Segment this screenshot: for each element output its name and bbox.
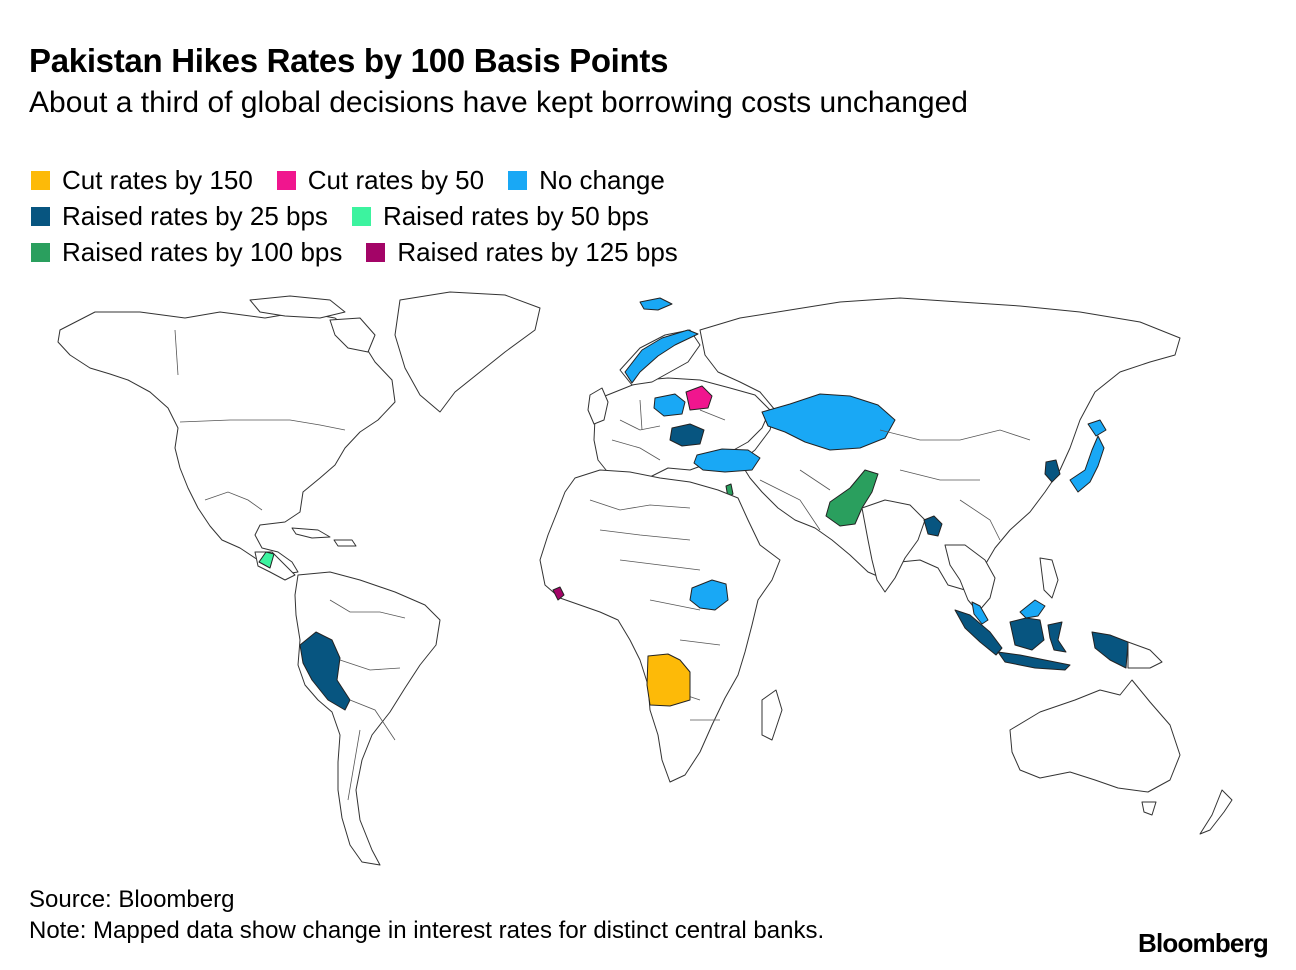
border-us-mexico	[204, 491, 263, 511]
legend-swatch-no-change	[508, 170, 528, 190]
border-alaska	[174, 329, 179, 376]
south-korea	[1044, 459, 1061, 483]
land-baffin	[329, 317, 376, 353]
world-map	[57, 291, 1233, 866]
border-canada-us	[179, 419, 346, 431]
legend: Cut rates by 150 Cut rates by 50 No chan…	[31, 162, 791, 270]
chart-subtitle: About a third of global decisions have k…	[29, 86, 968, 119]
angola	[646, 653, 691, 707]
norway	[624, 329, 699, 384]
malaysia-borneo	[1019, 599, 1046, 619]
legend-swatch-raise-50	[351, 206, 371, 226]
kazakhstan	[761, 393, 896, 451]
legend-swatch-cut-150	[31, 170, 50, 190]
land-africa	[539, 469, 781, 783]
land-greenland	[394, 291, 541, 413]
land-tasmania	[1141, 801, 1157, 816]
indonesia-borneo	[1009, 617, 1045, 651]
south-sudan	[689, 579, 729, 611]
japan	[1069, 435, 1105, 493]
legend-swatch-raise-25	[31, 206, 50, 226]
turkey	[693, 448, 761, 473]
legend-item-raise-25: Raised rates by 25 bps	[31, 201, 328, 232]
legend-label-cut-150: Cut rates by 150	[62, 164, 253, 195]
footer: Source: Bloomberg Note: Mapped data show…	[29, 884, 824, 946]
poland	[653, 393, 686, 417]
legend-label-raise-50: Raised rates by 50 bps	[382, 200, 649, 231]
belarus	[685, 385, 713, 411]
land-india	[861, 499, 926, 593]
land-indochina	[944, 544, 996, 613]
legend-row-2: Raised rates by 25 bps Raised rates by 5…	[31, 198, 791, 234]
legend-swatch-cut-50	[276, 170, 296, 190]
legend-row-3: Raised rates by 100 bps Raised rates by …	[31, 234, 791, 270]
bangladesh	[923, 515, 943, 537]
legend-row-1: Cut rates by 150 Cut rates by 50 No chan…	[31, 162, 791, 198]
land-madagascar	[761, 689, 783, 741]
legend-swatch-raise-125	[366, 242, 386, 262]
source-text: Source: Bloomberg	[29, 886, 235, 913]
bloomberg-logo: Bloomberg	[1137, 928, 1269, 958]
indonesia-sumatra	[954, 609, 1003, 656]
pakistan	[825, 469, 879, 527]
guatemala	[258, 551, 275, 569]
legend-label-cut-50: Cut rates by 50	[307, 164, 485, 195]
legend-label-raise-100: Raised rates by 100 bps	[62, 236, 343, 267]
land-south-america	[294, 571, 441, 866]
land-cuba	[291, 527, 331, 539]
borders-south-america	[329, 599, 406, 801]
land-png	[1127, 641, 1163, 669]
land-uk	[587, 387, 609, 425]
land-arctic-islands	[249, 295, 346, 319]
svalbard	[639, 297, 673, 311]
legend-item-cut-150: Cut rates by 150	[31, 165, 253, 196]
borders-europe	[611, 399, 726, 461]
chart-title: Pakistan Hikes Rates by 100 Basis Points	[29, 42, 669, 79]
note-text: Note: Mapped data show change in interes…	[29, 917, 825, 944]
indonesia-papua	[1091, 631, 1129, 669]
legend-label-raise-125: Raised rates by 125 bps	[397, 236, 678, 267]
land-philippines	[1039, 557, 1059, 599]
legend-item-raise-100: Raised rates by 100 bps	[31, 237, 342, 268]
legend-label-no-change: No change	[539, 164, 665, 195]
borders-asia	[759, 429, 1031, 541]
land-australia	[1009, 679, 1181, 793]
romania	[669, 423, 705, 447]
legend-item-cut-50: Cut rates by 50	[276, 164, 485, 196]
land-north-america	[57, 311, 396, 575]
indonesia-java	[997, 651, 1071, 671]
japan-hokkaido	[1087, 419, 1107, 437]
sierra-leone	[552, 586, 565, 601]
land-hispaniola	[333, 539, 357, 547]
legend-item-raise-125: Raised rates by 125 bps	[366, 236, 678, 268]
borders-africa	[589, 499, 721, 721]
malaysia	[971, 601, 989, 625]
legend-label-raise-25: Raised rates by 25 bps	[62, 200, 328, 231]
land-asia	[699, 297, 1181, 591]
legend-swatch-raise-100	[31, 242, 50, 262]
land-new-zealand	[1199, 789, 1233, 835]
legend-item-no-change: No change	[508, 165, 665, 196]
indonesia-sulawesi	[1047, 621, 1067, 653]
legend-item-raise-50: Raised rates by 50 bps	[351, 200, 649, 232]
